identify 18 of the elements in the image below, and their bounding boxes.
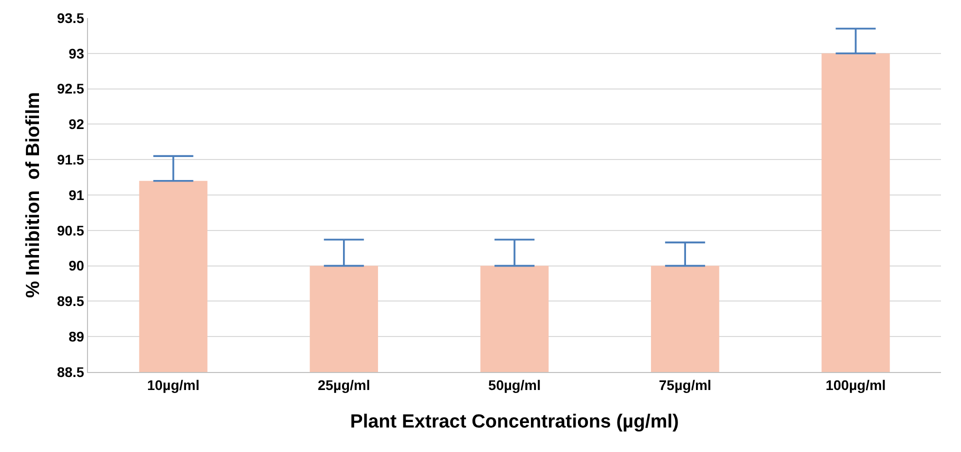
- y-tick-label: 90: [68, 258, 84, 274]
- y-tick-label: 93.5: [56, 10, 84, 26]
- y-tick-label: 89.5: [56, 293, 84, 310]
- x-axis-title: Plant Extract Concentrations (µg/ml): [350, 412, 679, 433]
- x-tick-label: 25µg/ml: [318, 376, 370, 393]
- y-tick-label: 88.5: [56, 364, 84, 380]
- y-axis-title: % Inhibition of Biofilm: [22, 92, 44, 298]
- y-tick-label: 92: [68, 116, 84, 132]
- y-tick-label: 90.5: [56, 222, 84, 238]
- y-tick-label: 91.5: [56, 152, 84, 168]
- y-tick-label: 93: [68, 45, 84, 62]
- x-tick-label: 100µg/ml: [826, 376, 886, 393]
- x-tick-label: 50µg/ml: [488, 376, 541, 393]
- x-tick-label: 10µg/ml: [147, 376, 200, 393]
- y-tick-label: 91: [68, 186, 84, 203]
- y-tick-label: 92.5: [56, 80, 84, 97]
- x-tick-label: 75µg/ml: [658, 376, 712, 393]
- y-tick-label: 89: [68, 328, 84, 344]
